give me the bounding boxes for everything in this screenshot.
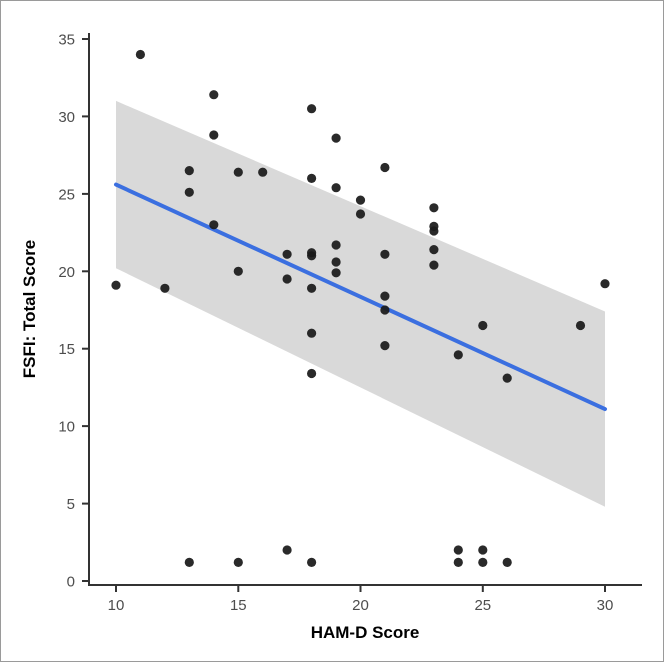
data-point (233, 167, 243, 177)
data-point (307, 248, 317, 258)
data-point (380, 305, 390, 315)
data-point (478, 545, 488, 555)
regression-line-group (114, 182, 607, 412)
data-point (282, 545, 292, 555)
x-tick-label: 10 (108, 597, 125, 614)
data-point (502, 557, 512, 568)
data-point (380, 291, 390, 301)
data-point (331, 240, 341, 250)
data-point (380, 249, 390, 259)
data-point (307, 283, 317, 293)
data-point (429, 203, 439, 213)
data-point (453, 350, 463, 360)
data-point (135, 49, 145, 60)
data-point (478, 557, 488, 568)
y-tick-label: 35 (58, 32, 75, 49)
y-tick-label: 25 (58, 186, 75, 203)
data-point (307, 328, 317, 338)
data-point (355, 209, 366, 219)
data-point (380, 162, 390, 173)
data-point (258, 167, 268, 177)
data-point (478, 320, 488, 331)
axis-labels-group: 0 5 10 15 20 25 30 35 10 15 20 25 30 HAM-D Score FSFI:… (20, 32, 613, 643)
data-point (429, 226, 439, 236)
data-point (282, 249, 292, 259)
data-point (184, 557, 194, 568)
y-tick-label: 15 (58, 341, 75, 358)
data-point (453, 545, 463, 555)
y-tick-label: 30 (58, 109, 75, 126)
y-axis-title: FSFI: Total Score (20, 240, 39, 379)
data-point (233, 557, 243, 568)
data-points-group (111, 49, 610, 568)
data-point (160, 283, 170, 293)
data-point (307, 368, 317, 379)
data-point (331, 257, 341, 267)
data-point (453, 557, 463, 568)
data-point (184, 166, 194, 176)
y-tick-label: 0 (67, 574, 75, 591)
data-point (331, 183, 341, 193)
data-point (209, 130, 219, 140)
data-point (209, 220, 219, 230)
regression-line (114, 182, 607, 412)
x-tick-label: 15 (230, 597, 247, 614)
data-point (355, 195, 366, 205)
data-point (331, 268, 341, 278)
x-tick-label: 30 (597, 597, 614, 614)
x-tick-label: 25 (474, 597, 491, 614)
data-point (575, 320, 586, 331)
data-point (209, 90, 219, 100)
data-point (307, 557, 317, 568)
confidence-band (116, 100, 605, 507)
x-axis-title: HAM-D Score (311, 623, 420, 642)
data-point (331, 133, 341, 143)
data-point (184, 187, 194, 197)
data-point (429, 260, 439, 270)
data-point (307, 104, 317, 114)
data-point (233, 266, 243, 276)
data-point (429, 245, 439, 255)
data-point (502, 373, 512, 383)
x-tick-label: 20 (352, 597, 369, 614)
data-point (282, 274, 292, 284)
data-point (600, 279, 610, 289)
y-tick-label: 20 (58, 264, 75, 281)
axes-group (82, 33, 642, 592)
confidence-band-group (116, 100, 605, 507)
data-point (380, 341, 390, 351)
data-point (307, 173, 317, 183)
y-tick-label: 5 (67, 496, 75, 513)
y-tick-label: 10 (58, 419, 75, 436)
data-point (111, 280, 121, 290)
